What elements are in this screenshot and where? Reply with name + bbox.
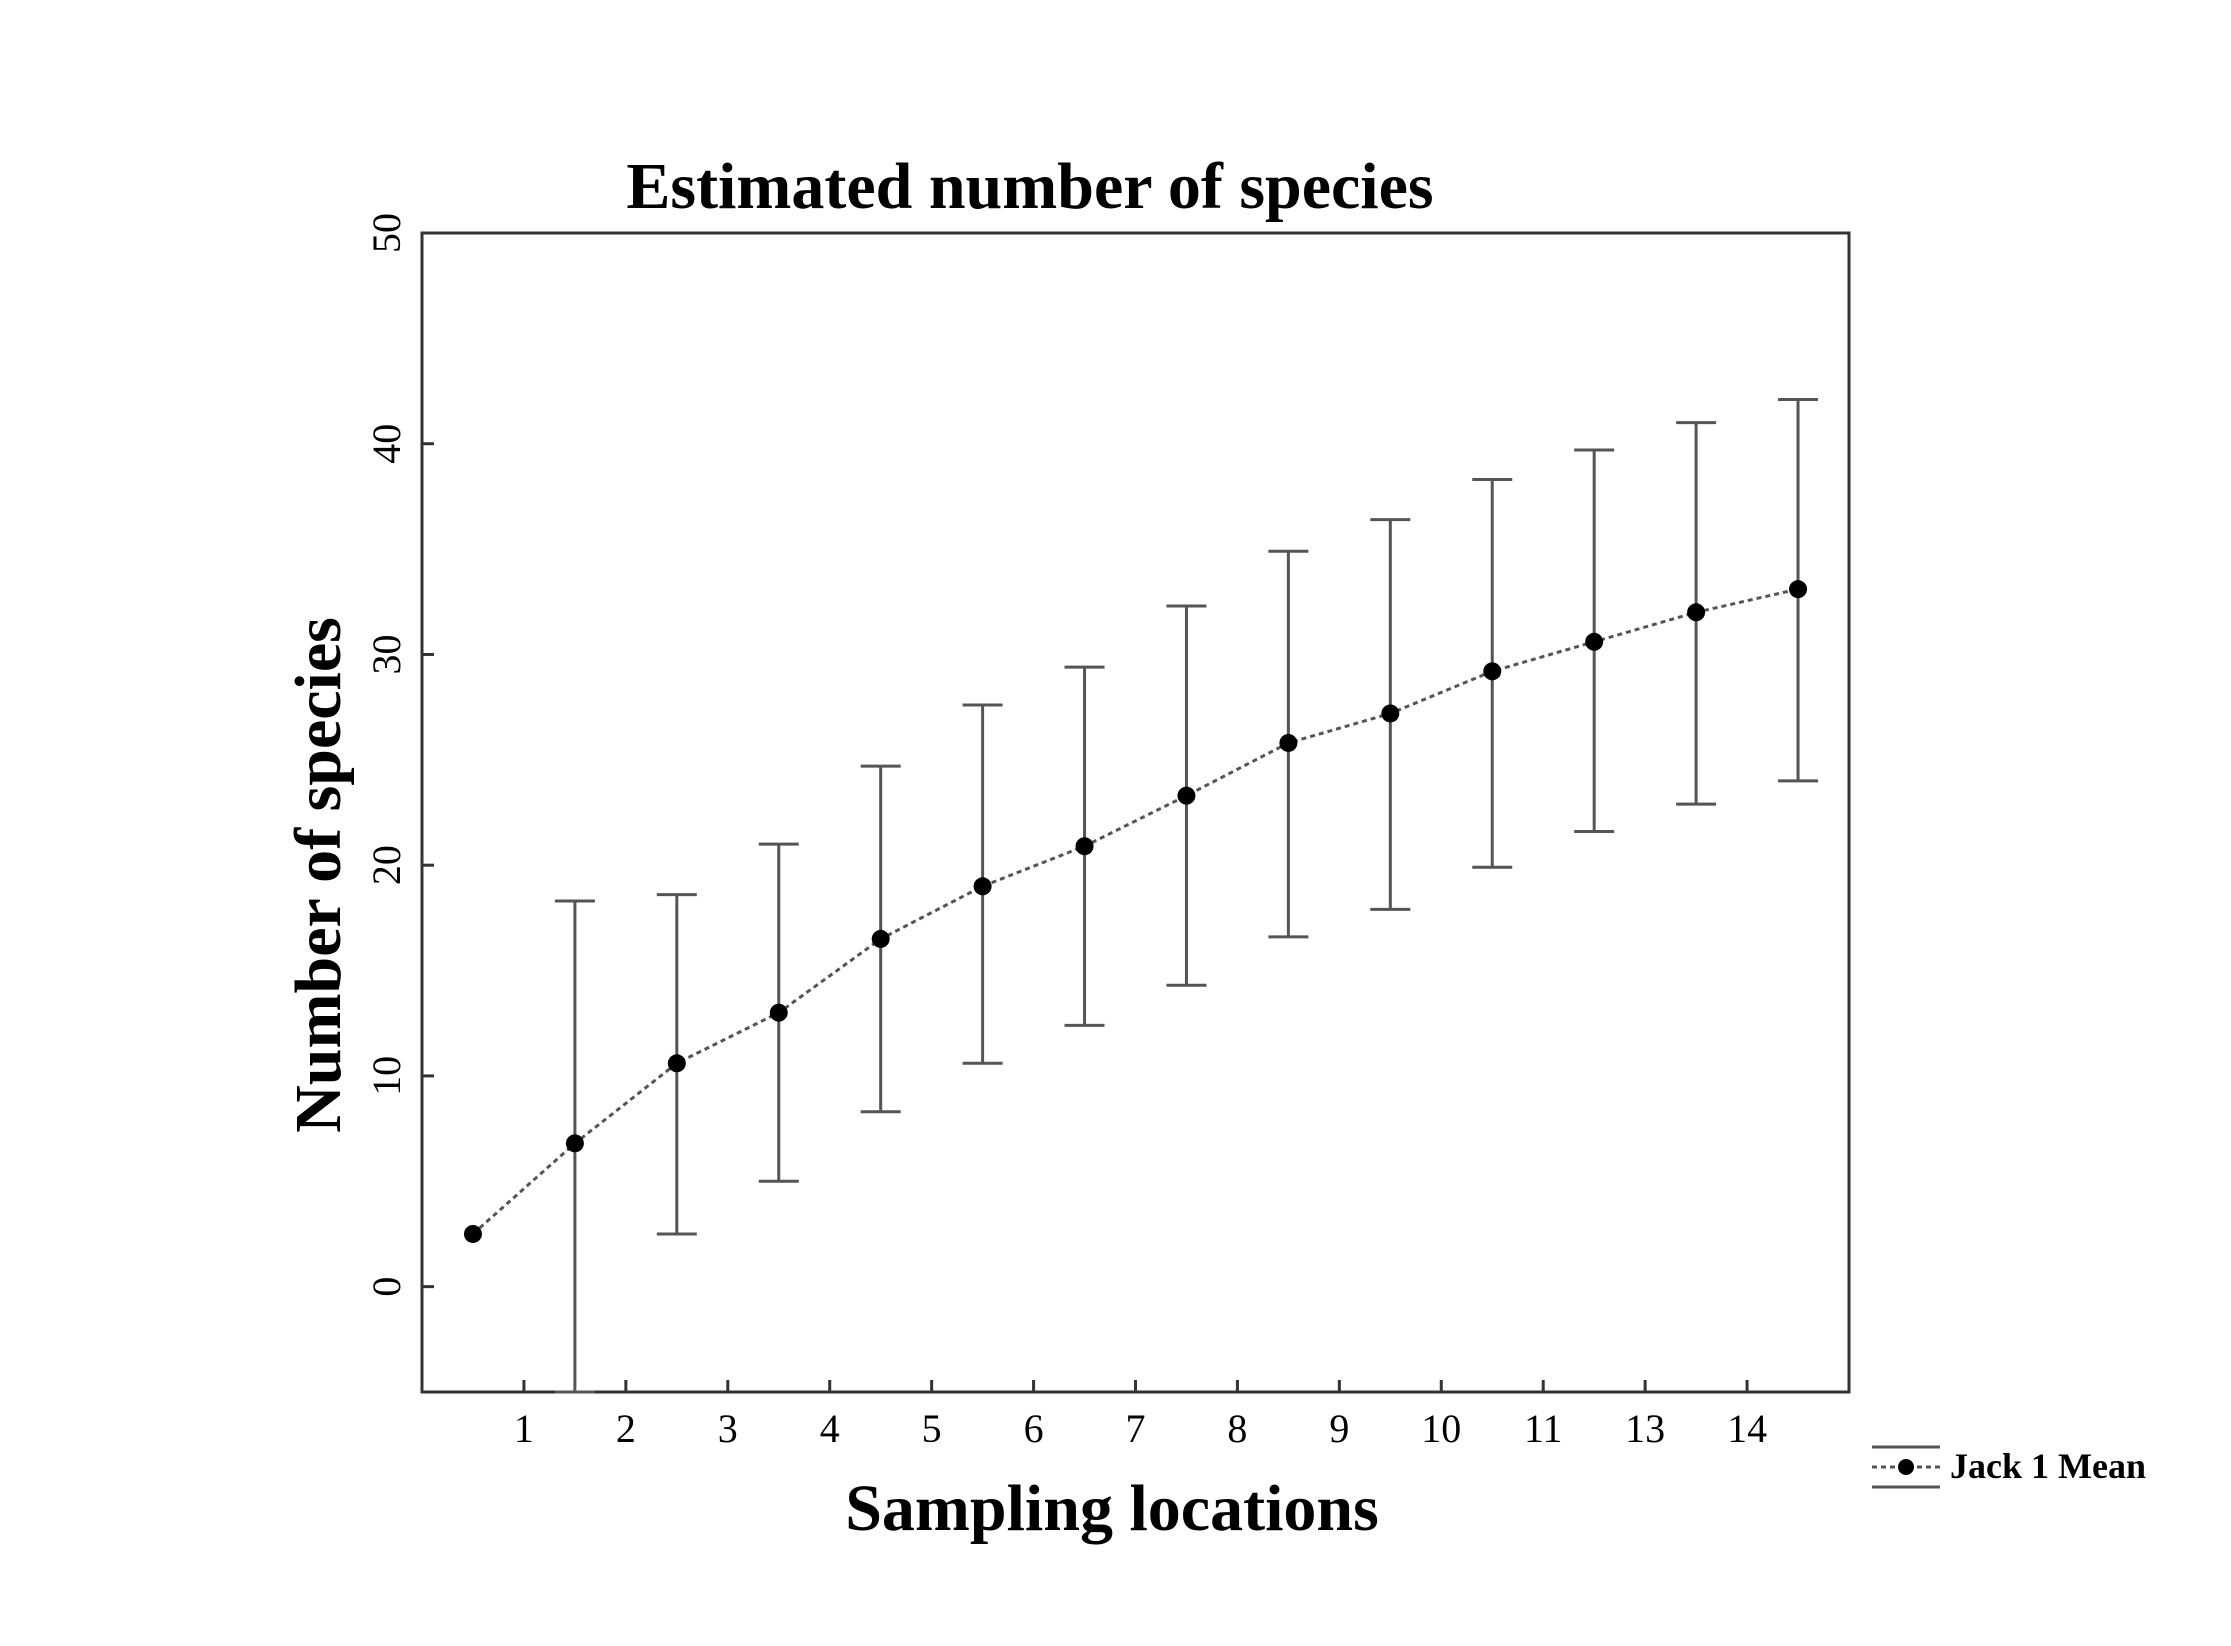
- data-point: [1177, 786, 1196, 805]
- x-tick-label: 3: [718, 1406, 738, 1451]
- y-tick-label: 10: [364, 1056, 409, 1096]
- data-point: [1279, 733, 1298, 752]
- x-tick-label: 2: [616, 1406, 636, 1451]
- x-tick-label: 10: [1421, 1406, 1461, 1451]
- y-axis-ticks: 0 10 20 30 40 50: [364, 213, 434, 1297]
- x-tick-label: 1: [514, 1406, 534, 1451]
- x-tick-label: 4: [820, 1406, 840, 1451]
- x-axis-ticks: 1 2 3 4 5 6 7 8 9 10 11 13 14: [514, 1380, 1767, 1451]
- legend: Jack 1 Mean: [1872, 1445, 2146, 1489]
- data-point: [769, 1003, 788, 1022]
- y-tick-label: 30: [364, 634, 409, 674]
- data-point: [1075, 837, 1094, 856]
- x-tick-label: 7: [1126, 1406, 1146, 1451]
- y-tick-label: 50: [364, 213, 409, 253]
- data-point: [1585, 632, 1604, 651]
- data-point: [1789, 580, 1808, 599]
- data-point: [463, 1224, 482, 1243]
- x-tick-label: 9: [1329, 1406, 1349, 1451]
- series-jack1: [463, 397, 1819, 1394]
- data-point: [667, 1054, 686, 1073]
- data-point: [1687, 603, 1706, 622]
- legend-marker: [1898, 1459, 1914, 1475]
- data-point: [565, 1134, 584, 1153]
- plot-frame: [420, 231, 1851, 1394]
- x-tick-label: 6: [1024, 1406, 1044, 1451]
- x-tick-label: 11: [1524, 1406, 1563, 1451]
- x-tick-label: 8: [1227, 1406, 1247, 1451]
- chart-title: Estimated number of species: [626, 150, 1433, 223]
- x-tick-label: 14: [1727, 1406, 1767, 1451]
- legend-label: Jack 1 Mean: [1950, 1446, 2146, 1486]
- data-point: [871, 929, 890, 948]
- x-tick-label: 5: [922, 1406, 942, 1451]
- y-tick-label: 0: [364, 1277, 409, 1297]
- data-point: [1483, 662, 1502, 681]
- data-point: [1381, 704, 1400, 723]
- y-tick-label: 40: [364, 424, 409, 464]
- data-point: [973, 877, 992, 896]
- series-line: [471, 587, 1799, 1236]
- y-axis-label: Number of species: [282, 617, 355, 1133]
- x-axis-label: Sampling locations: [845, 1472, 1379, 1545]
- y-tick-label: 20: [364, 845, 409, 885]
- x-tick-label: 13: [1625, 1406, 1665, 1451]
